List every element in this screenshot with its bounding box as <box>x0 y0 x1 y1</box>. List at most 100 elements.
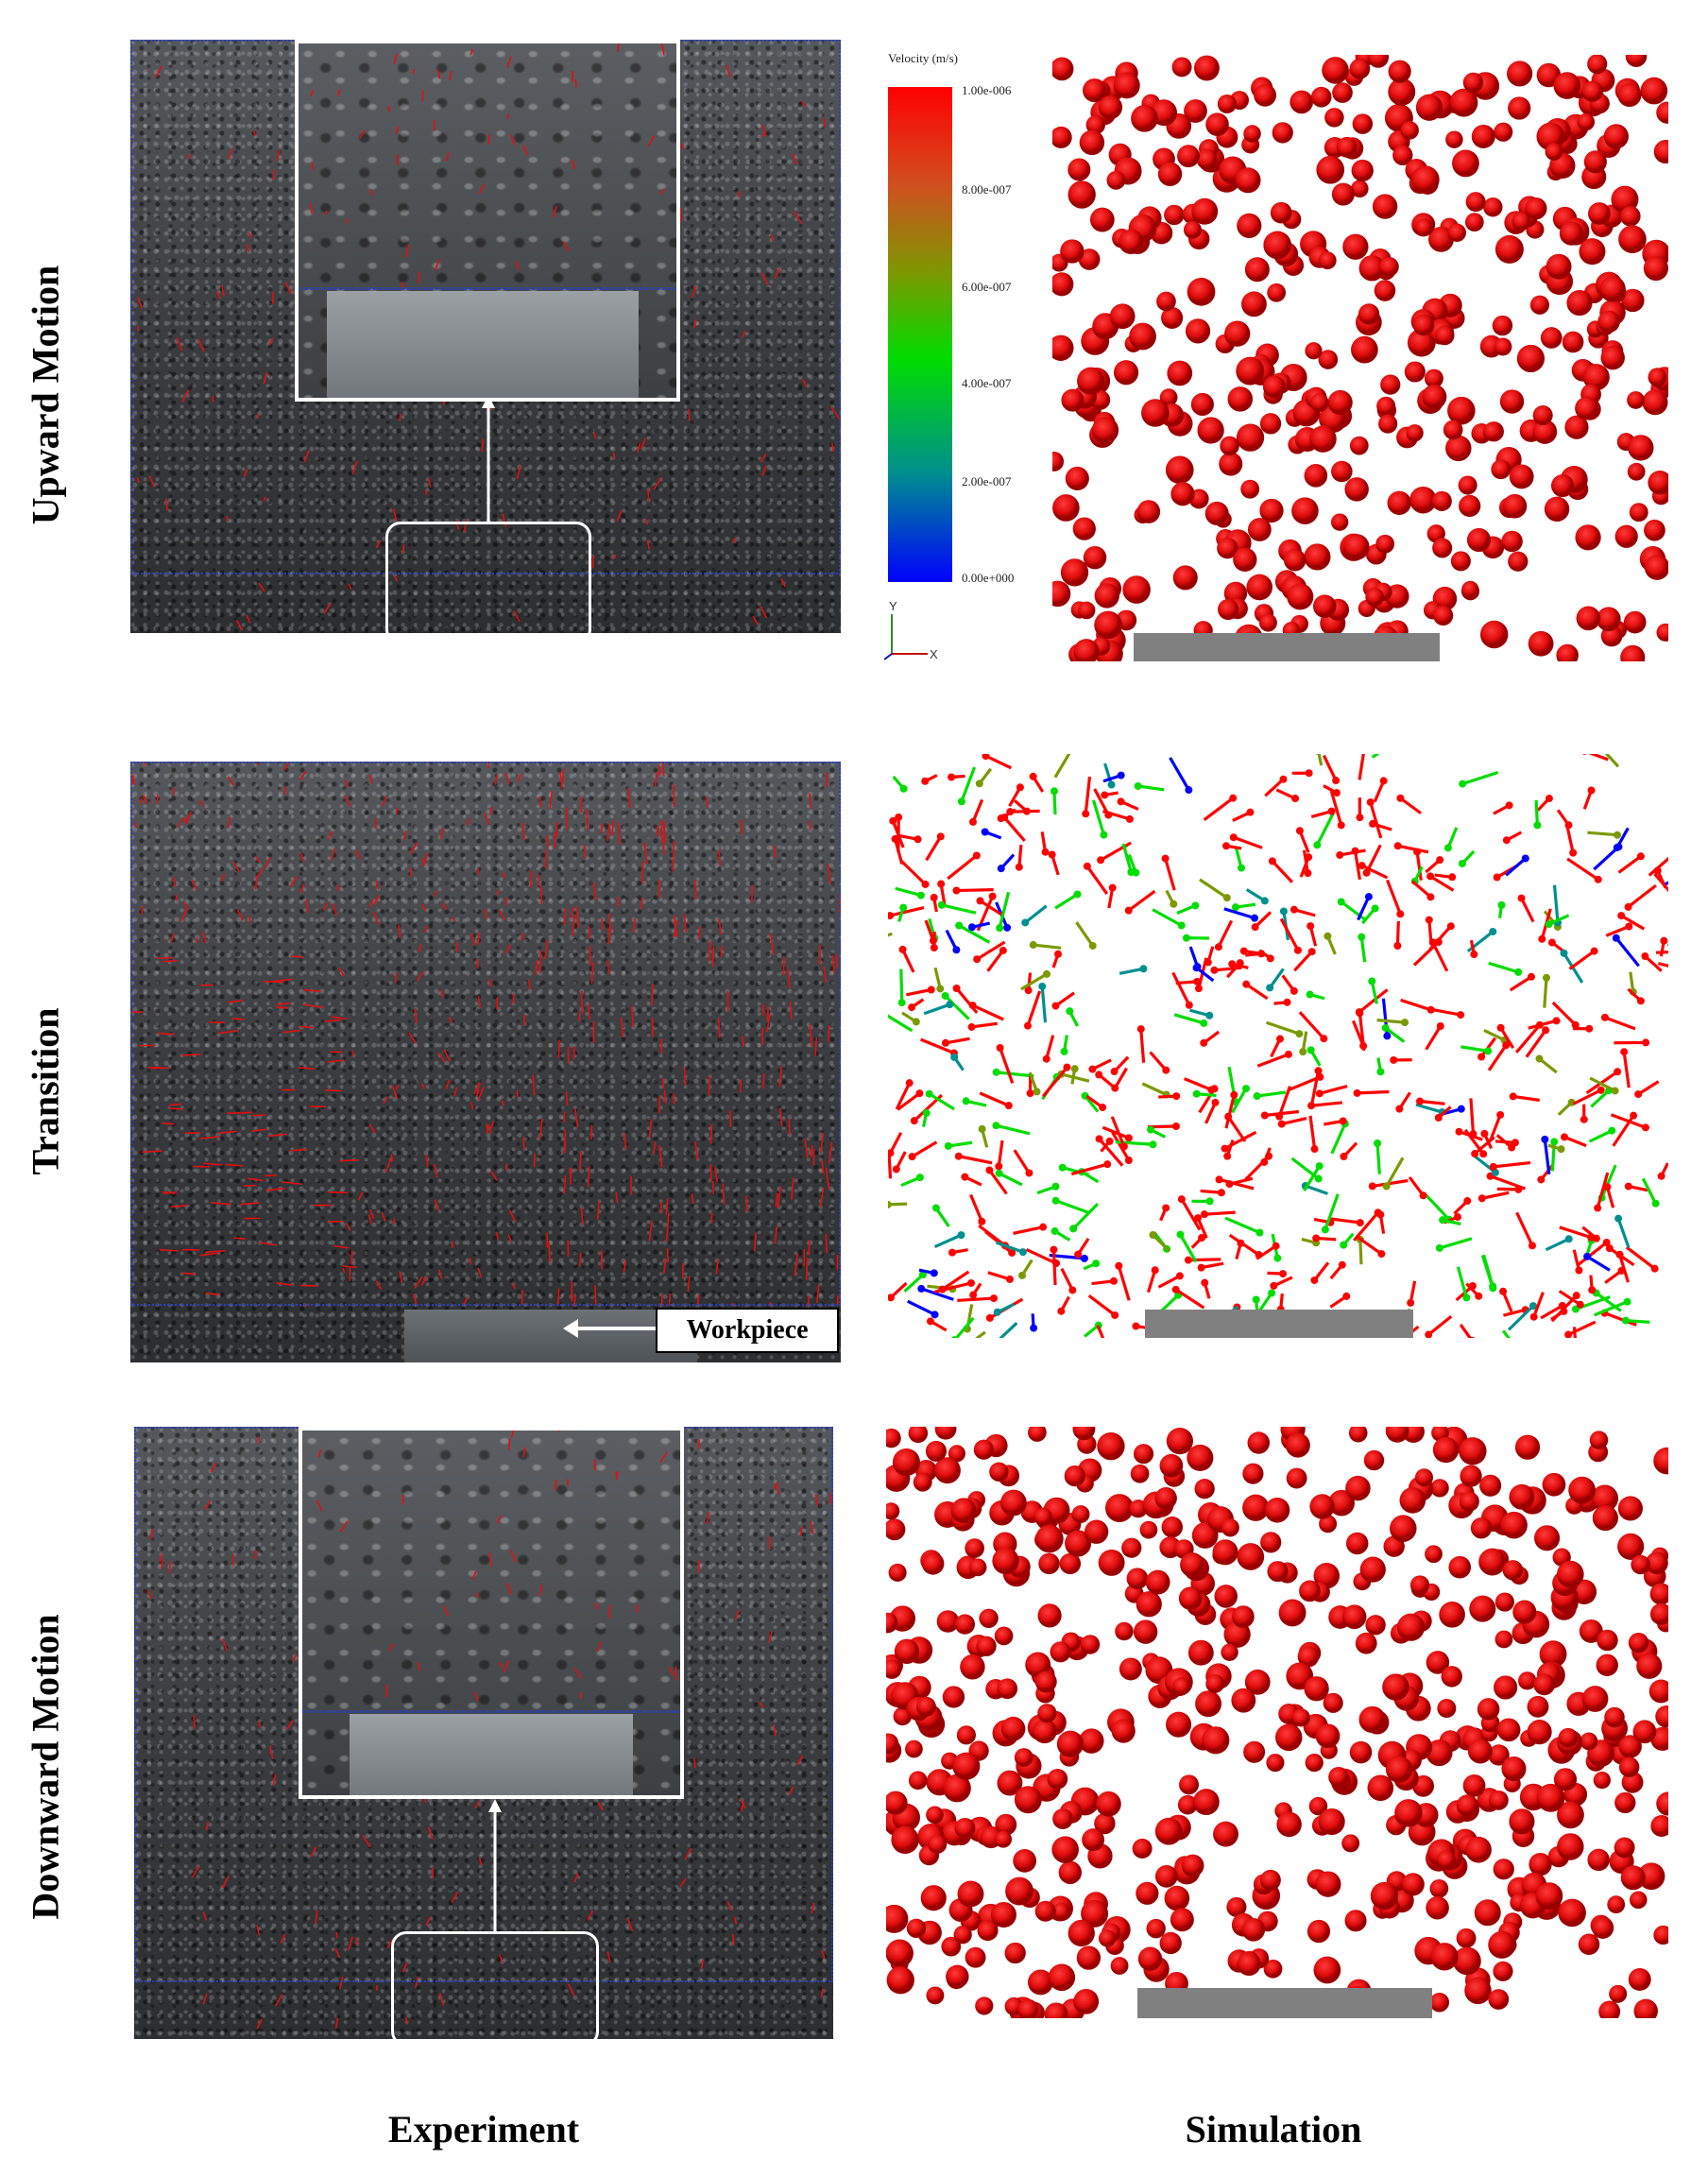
arrow-head <box>1396 910 1405 918</box>
velocity-vector <box>392 507 398 522</box>
arrow-head <box>1255 1250 1263 1259</box>
particle <box>1313 1956 1341 1984</box>
particle-velocity-arrow <box>1425 1193 1451 1221</box>
arrow-head <box>1307 948 1316 956</box>
velocity-vector <box>420 1083 426 1089</box>
particle-velocity-arrow <box>1149 1051 1168 1071</box>
particle <box>936 1610 960 1633</box>
arrow-head <box>897 999 906 1007</box>
arrow-head <box>1283 998 1291 1006</box>
particle <box>1365 1615 1386 1636</box>
velocity-vector <box>504 772 510 785</box>
particle-velocity-arrow <box>1429 875 1455 892</box>
velocity-vector <box>774 267 781 280</box>
velocity-vector <box>827 864 832 884</box>
velocity-vector <box>445 1079 451 1089</box>
particle <box>1172 1677 1191 1696</box>
particle <box>1518 1671 1537 1690</box>
arrow-head <box>1426 1005 1435 1014</box>
particle <box>1247 518 1272 541</box>
arrow-head <box>1295 1030 1304 1038</box>
particle <box>1089 207 1115 232</box>
particle <box>1044 2002 1068 2018</box>
arrow-head <box>1499 1287 1508 1295</box>
particle <box>1502 1560 1524 1581</box>
arrow-head <box>961 1173 969 1181</box>
particle <box>1412 314 1435 336</box>
particle-velocity-arrow <box>1054 893 1079 910</box>
velocity-vector <box>735 1610 740 1620</box>
arrow-head <box>1624 1182 1632 1191</box>
velocity-vector <box>345 1222 351 1231</box>
particle <box>1434 325 1455 346</box>
arrow-head <box>1204 958 1212 967</box>
velocity-vector <box>560 768 565 789</box>
arrow-head <box>1537 1175 1546 1184</box>
particle-velocity-arrow <box>1358 1239 1363 1265</box>
velocity-vector <box>473 1082 482 1095</box>
particle-velocity-arrow <box>933 1233 963 1249</box>
arrow-head <box>1117 797 1125 806</box>
axis-triad-icon: Y X <box>884 599 938 661</box>
arrow-head <box>888 1294 895 1302</box>
particle-velocity-arrow <box>923 1002 950 1016</box>
particle-velocity-arrow <box>1386 879 1402 915</box>
particle <box>1653 140 1668 164</box>
particle-velocity-arrow <box>1653 872 1668 893</box>
arrow-head <box>1590 947 1598 955</box>
particle <box>1437 1699 1457 1719</box>
particle <box>950 1498 977 1524</box>
arrow-head <box>1636 997 1645 1005</box>
particle <box>1071 1505 1090 1524</box>
particle <box>1056 1730 1085 1757</box>
particle <box>1452 149 1479 178</box>
velocity-vector <box>511 1431 515 1438</box>
particle <box>1167 360 1193 386</box>
arrow-head <box>1497 900 1506 909</box>
arrow-head <box>1426 893 1435 901</box>
particle <box>1494 337 1512 356</box>
velocity-vector <box>659 188 665 196</box>
particle <box>1005 1876 1033 1906</box>
velocity-vector <box>369 899 374 908</box>
arrow-head <box>1605 1244 1614 1253</box>
velocity-vector <box>205 1249 226 1254</box>
particle <box>1447 223 1466 243</box>
particle <box>1426 1739 1453 1767</box>
particle <box>1648 471 1668 495</box>
velocity-vector <box>799 1526 804 1536</box>
arrow-head <box>1272 1242 1280 1250</box>
particle <box>1558 1727 1579 1748</box>
velocity-vector <box>512 1283 517 1290</box>
arrow-head <box>1457 1011 1465 1019</box>
particle <box>1355 1632 1377 1654</box>
velocity-vector <box>443 1049 452 1062</box>
particle <box>1342 534 1370 560</box>
velocity-vector <box>521 822 525 841</box>
arrow-head <box>1268 1289 1276 1297</box>
particle <box>1609 1984 1628 2003</box>
velocity-vector <box>487 134 491 146</box>
arrow-head <box>1136 1025 1145 1034</box>
velocity-vector <box>246 614 251 624</box>
particle <box>1533 1525 1561 1551</box>
particle-velocity-arrow <box>1487 1044 1508 1071</box>
velocity-vector <box>499 1662 504 1669</box>
velocity-vector <box>277 1002 291 1005</box>
particle-velocity-arrow <box>888 932 893 937</box>
velocity-vector <box>299 770 307 780</box>
velocity-vector <box>533 1154 537 1168</box>
velocity-vector <box>538 1585 543 1597</box>
velocity-vector <box>451 1892 459 1903</box>
velocity-vector <box>292 1654 298 1662</box>
arrow-head <box>1260 897 1269 905</box>
velocity-vector <box>787 968 791 989</box>
particle <box>1233 547 1257 572</box>
velocity-vector <box>477 1087 485 1101</box>
velocity-vector <box>521 145 529 156</box>
particle <box>1262 375 1286 399</box>
velocity-vector <box>228 148 232 160</box>
column-label-experiment: Experiment <box>387 2108 580 2150</box>
arrow-head <box>952 985 961 993</box>
velocity-vector <box>202 1993 208 2005</box>
